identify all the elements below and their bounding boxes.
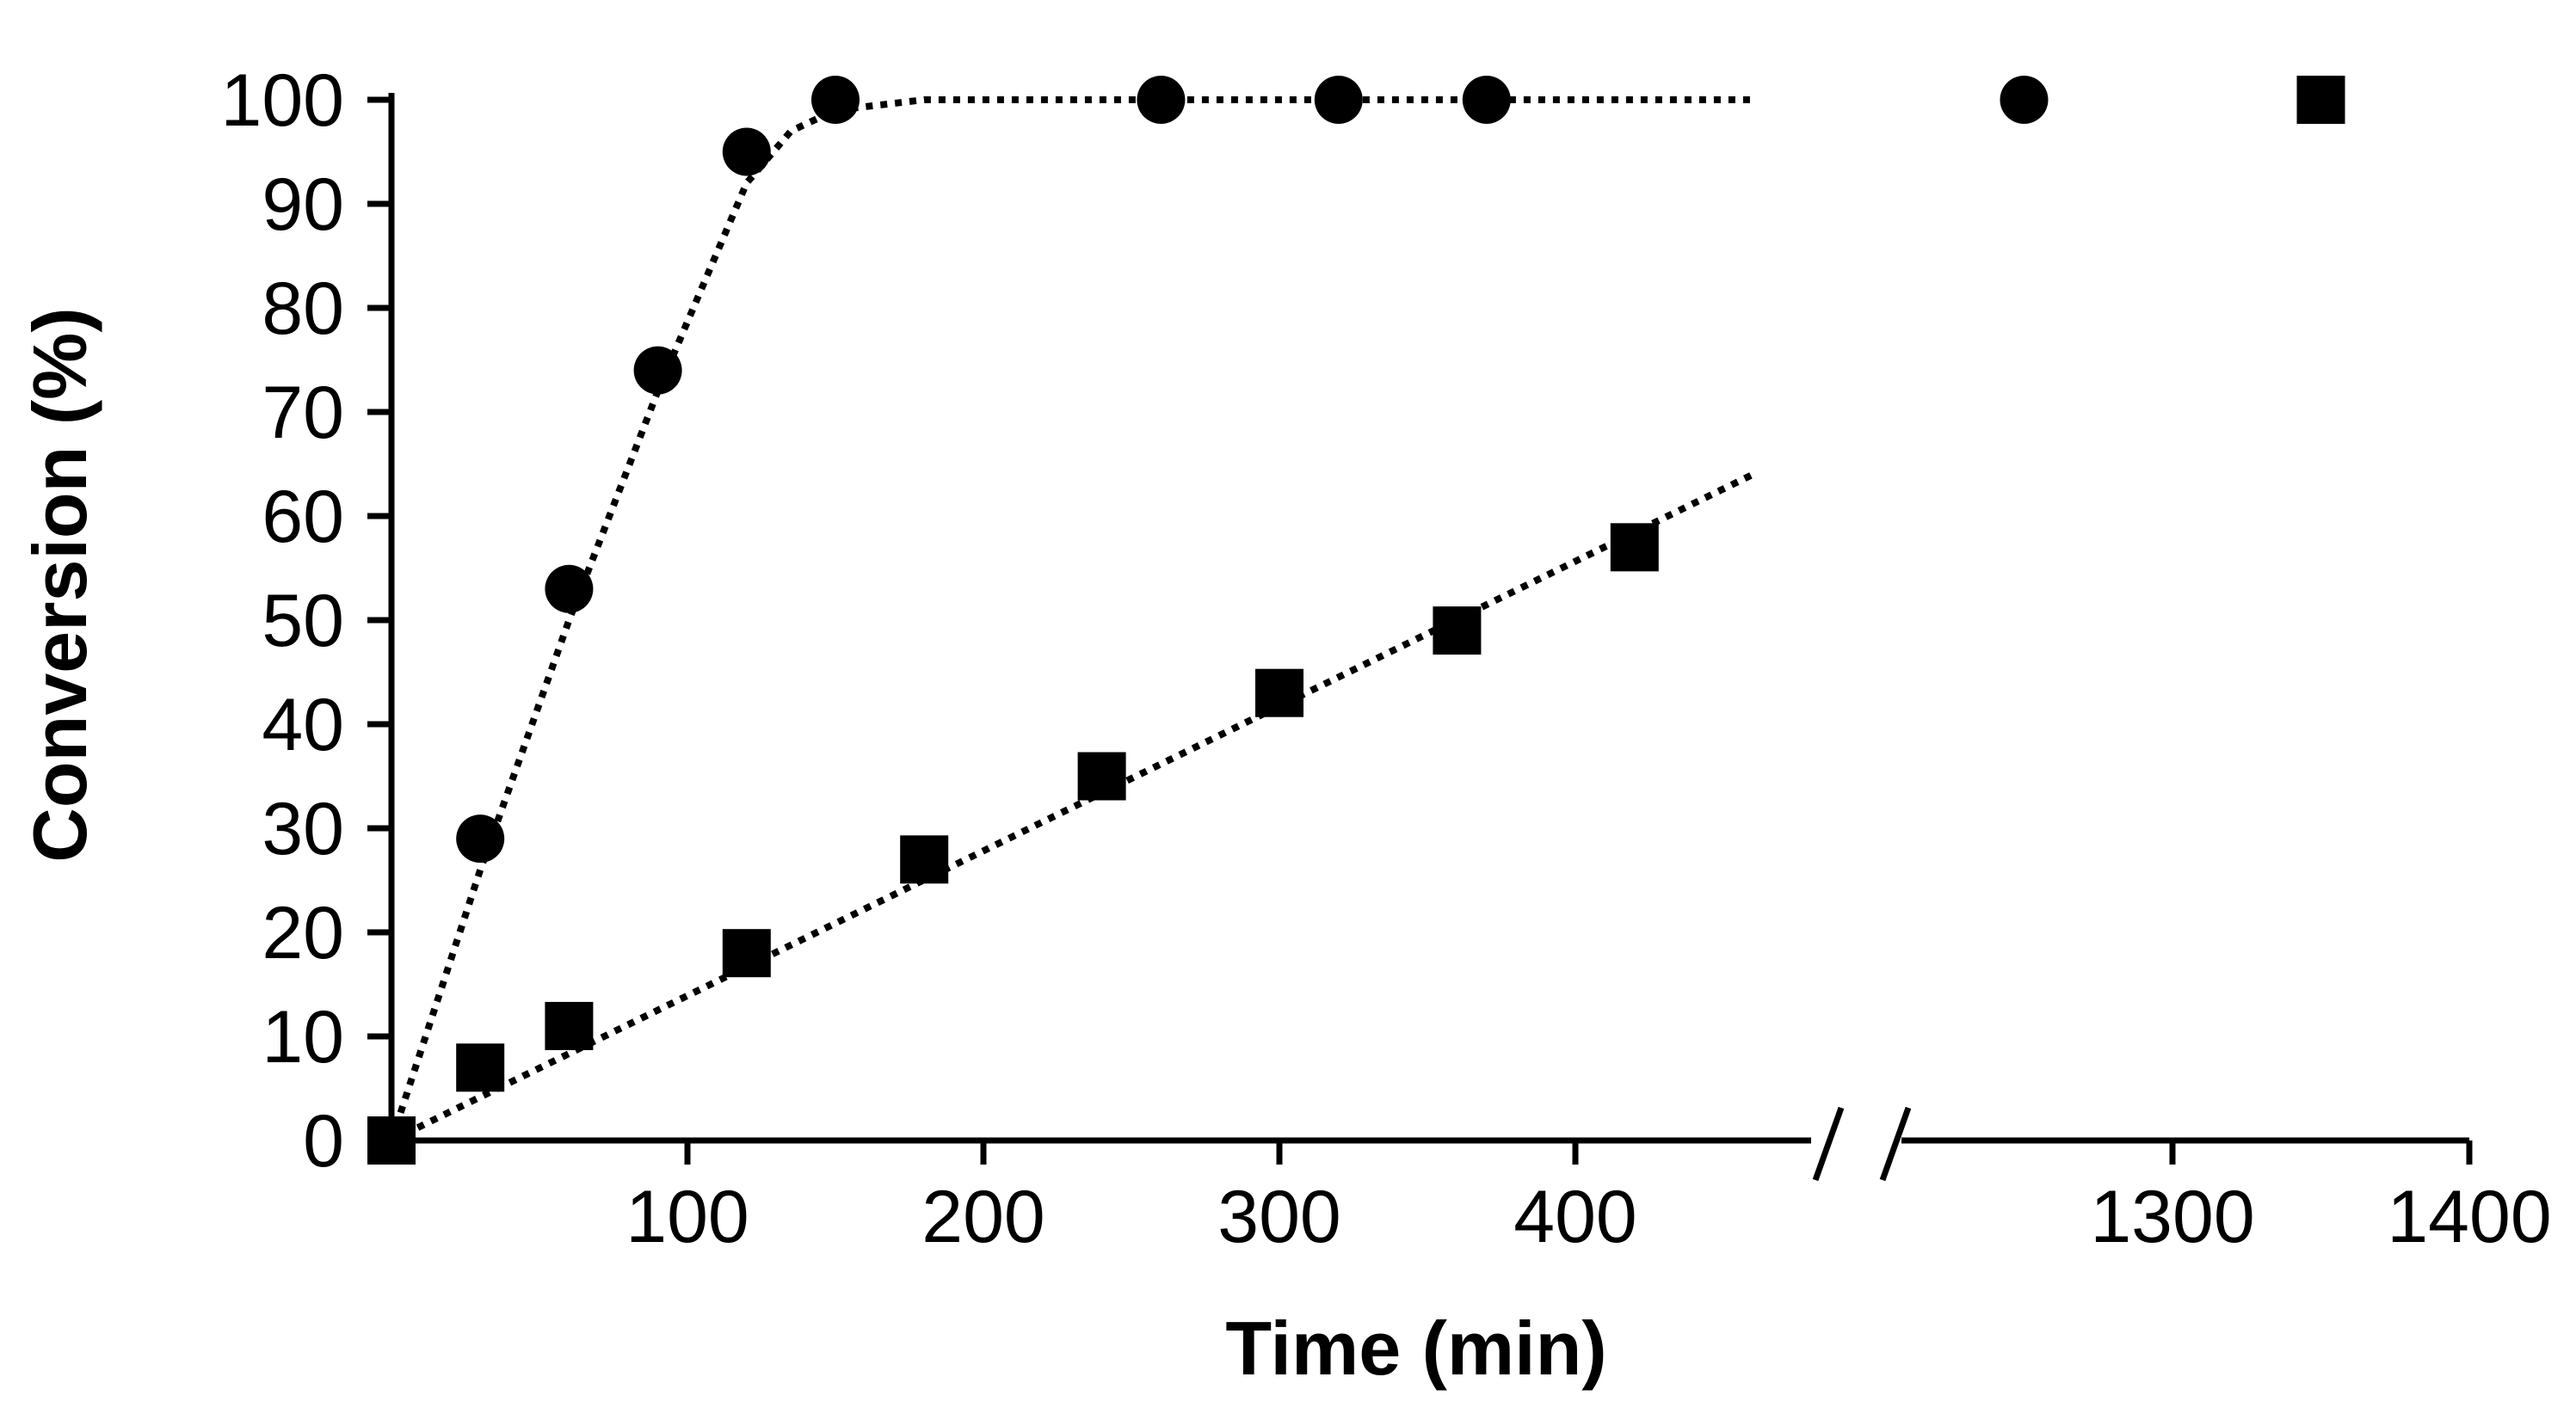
labels-layer: 0 10 20 30 40 50 60 70 80 90 100 100 200 300 400 1300 14… xyxy=(221,59,2552,1258)
axis-break-mark xyxy=(1812,1106,1845,1182)
data-point-square xyxy=(1433,606,1482,655)
x-tick-label: 1300 xyxy=(2090,1176,2254,1258)
x-tick-label: 400 xyxy=(1513,1176,1637,1258)
data-point-square xyxy=(2296,76,2345,124)
axis-break-mark xyxy=(1879,1106,1912,1182)
markers-layer xyxy=(367,76,2345,1165)
y-tick-label: 70 xyxy=(262,372,344,454)
data-point-square xyxy=(456,1043,505,1092)
data-point-square xyxy=(722,929,771,978)
x-axis-title: Time (min) xyxy=(1225,1306,1606,1391)
y-axis-title: Conversion (%) xyxy=(17,307,102,862)
y-tick-label: 90 xyxy=(262,163,344,246)
y-tick-label: 10 xyxy=(262,996,344,1079)
x-tick-label: 200 xyxy=(921,1176,1045,1258)
x-tick-label: 1400 xyxy=(2387,1176,2551,1258)
data-point-circle xyxy=(2000,76,2049,124)
data-point-circle xyxy=(811,76,860,124)
y-tick-label: 0 xyxy=(303,1100,344,1183)
data-point-circle xyxy=(633,346,682,395)
data-point-square xyxy=(545,1001,594,1050)
data-point-square xyxy=(1255,668,1303,717)
data-point-circle xyxy=(722,127,771,176)
trendlines-layer xyxy=(388,96,1755,1144)
y-tick-label: 80 xyxy=(262,267,344,350)
data-point-circle xyxy=(456,815,505,864)
y-tick-label: 40 xyxy=(262,684,344,766)
data-point-square xyxy=(367,1116,416,1165)
trendline-squares xyxy=(390,471,1755,1144)
data-point-circle xyxy=(1462,76,1511,124)
y-tick-label: 50 xyxy=(262,580,344,662)
data-point-circle xyxy=(545,564,594,613)
y-tick-label: 30 xyxy=(262,788,344,870)
data-point-square xyxy=(900,835,949,884)
x-tick-label: 300 xyxy=(1217,1176,1341,1258)
data-point-square xyxy=(1610,523,1659,572)
y-tick-label: 20 xyxy=(262,892,344,974)
data-point-circle xyxy=(1137,76,1186,124)
y-tick-label: 100 xyxy=(221,59,345,142)
trendline-circles xyxy=(388,96,1753,1142)
data-point-circle xyxy=(1314,76,1363,124)
y-tick-label: 60 xyxy=(262,476,344,558)
x-tick-label: 100 xyxy=(626,1176,749,1258)
data-point-square xyxy=(1077,752,1126,801)
